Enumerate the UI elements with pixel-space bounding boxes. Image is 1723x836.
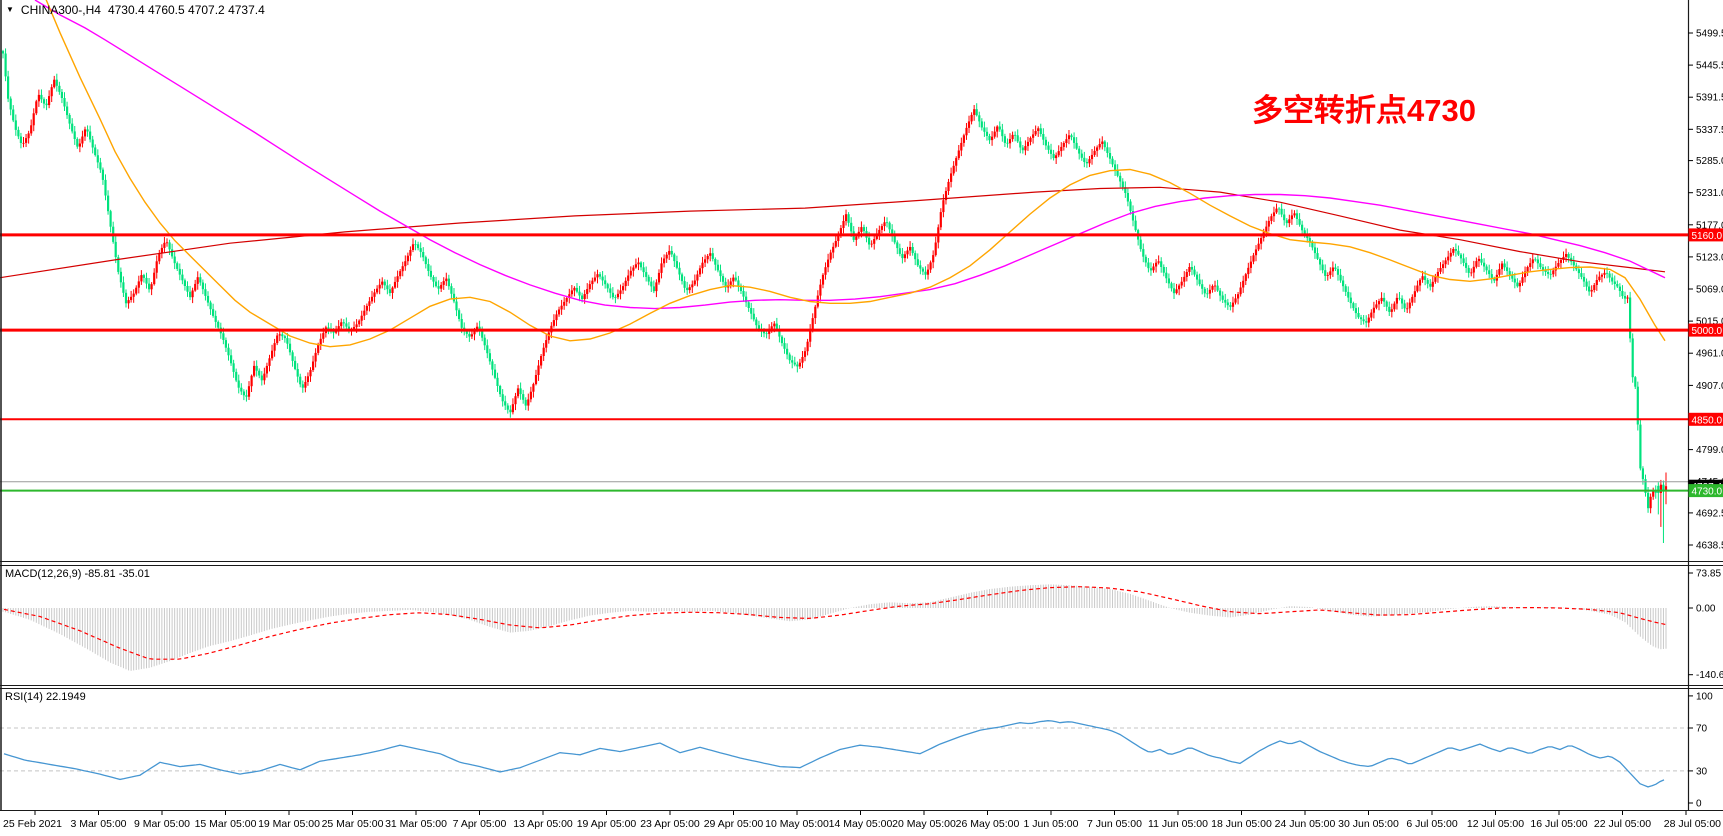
time-tick-label: 3 Mar 05:00 xyxy=(70,818,126,830)
price-tick-label: 5177.0 xyxy=(1696,220,1723,231)
rsi-line xyxy=(3,720,1665,788)
macd-axis-label: 73.85 xyxy=(1696,569,1721,580)
price-tick-label: 5285.0 xyxy=(1696,156,1723,167)
time-tick-label: 15 Mar 05:00 xyxy=(195,818,257,830)
price-tick-label: 4907.0 xyxy=(1696,381,1723,392)
price-tick-label: 5499.5 xyxy=(1696,29,1723,40)
ma-magenta-line xyxy=(34,0,1666,310)
symbol-dropdown-icon[interactable]: ▼ xyxy=(6,5,14,14)
time-tick-label: 22 Jul 05:00 xyxy=(1594,818,1651,830)
rsi-axis-label: 0 xyxy=(1696,799,1702,810)
rsi-panel[interactable] xyxy=(0,720,1688,788)
time-tick-label: 30 Jun 05:00 xyxy=(1338,818,1399,830)
rsi-axis-label: 30 xyxy=(1696,766,1708,777)
time-tick-label: 19 Apr 05:00 xyxy=(577,818,637,830)
ma-orange-line xyxy=(45,0,1666,348)
time-tick-label: 20 May 05:00 xyxy=(892,818,956,830)
time-tick-label: 1 Jun 05:00 xyxy=(1024,818,1079,830)
time-tick-label: 12 Jul 05:00 xyxy=(1467,818,1524,830)
time-tick-label: 7 Apr 05:00 xyxy=(453,818,507,830)
time-axis[interactable]: 25 Feb 2021 3 Mar 05:00 9 Mar 05:00 15 Mar … xyxy=(3,811,1721,830)
symbol-bar: ▼ CHINA300-,H4 4730.4 4760.5 4707.2 4737… xyxy=(6,3,265,17)
price-axis[interactable]: 5499.5 5445.5 5391.5 5337.5 5285.0 5231.0 5177… xyxy=(1688,29,1723,552)
time-tick-label: 7 Jun 05:00 xyxy=(1087,818,1142,830)
price-level-label: 5160.0 xyxy=(1692,231,1723,242)
time-tick-label: 19 Mar 05:00 xyxy=(258,818,320,830)
time-tick-label: 14 May 05:00 xyxy=(829,818,893,830)
price-tick-label: 5123.0 xyxy=(1696,252,1723,263)
moving-averages xyxy=(0,0,1666,348)
time-tick-label: 25 Mar 05:00 xyxy=(322,818,384,830)
price-tick-label: 4692.5 xyxy=(1696,508,1723,519)
time-tick-label: 29 Apr 05:00 xyxy=(704,818,764,830)
macd-panel[interactable] xyxy=(2,584,1667,671)
price-tick-label: 5069.0 xyxy=(1696,285,1723,296)
time-tick-label: 25 Feb 2021 xyxy=(3,818,62,830)
time-tick-label: 16 Jul 05:00 xyxy=(1530,818,1587,830)
price-tick-label: 4799.0 xyxy=(1696,445,1723,456)
time-tick-label: 13 Apr 05:00 xyxy=(513,818,573,830)
rsi-label: RSI(14) 22.1949 xyxy=(5,691,86,703)
price-tick-label: 4961.0 xyxy=(1696,349,1723,360)
rsi-axis-label: 100 xyxy=(1696,691,1713,702)
price-tick-label: 5391.5 xyxy=(1696,93,1723,104)
annotation-text[interactable]: 多空转折点4730 xyxy=(1252,93,1476,128)
time-tick-label: 24 Jun 05:00 xyxy=(1275,818,1336,830)
time-tick-label: 18 Jun 05:00 xyxy=(1211,818,1272,830)
time-tick-label: 11 Jun 05:00 xyxy=(1148,818,1208,830)
time-tick-label: 10 May 05:00 xyxy=(765,818,829,830)
time-tick-label: 6 Jul 05:00 xyxy=(1406,818,1458,830)
price-level-label: 5000.0 xyxy=(1692,326,1723,337)
macd-label: MACD(12,26,9) -85.81 -35.01 xyxy=(5,568,150,580)
macd-axis-label: -140.67 xyxy=(1696,670,1723,681)
rsi-axis-label: 70 xyxy=(1696,724,1708,735)
symbol-ohlc: 4730.4 4760.5 4707.2 4737.4 xyxy=(107,3,265,17)
price-level-label: 4850.0 xyxy=(1692,415,1723,426)
time-tick-label: 28 Jul 05:00 xyxy=(1664,818,1721,830)
price-tick-label: 5015.0 xyxy=(1696,317,1723,328)
price-tick-label: 5231.0 xyxy=(1696,188,1723,199)
ma-red-line xyxy=(0,186,1666,279)
time-tick-label: 31 Mar 05:00 xyxy=(385,818,447,830)
price-tick-label: 5445.5 xyxy=(1696,61,1723,72)
indicator-axes[interactable]: 73.85 0.00 -140.67 100 70 30 0 xyxy=(1688,569,1723,810)
candles xyxy=(1,48,1668,543)
price-level-label: 4730.0 xyxy=(1692,487,1723,498)
time-tick-label: 26 May 05:00 xyxy=(956,818,1020,830)
symbol-name: CHINA300-,H4 xyxy=(20,3,101,17)
horizontal-lines[interactable] xyxy=(0,233,1688,492)
time-tick-label: 23 Apr 05:00 xyxy=(640,818,700,830)
price-tick-label: 5337.5 xyxy=(1696,125,1723,136)
price-tick-label: 4638.5 xyxy=(1696,541,1723,552)
macd-axis-label: 0.00 xyxy=(1696,604,1716,615)
time-tick-label: 9 Mar 05:00 xyxy=(134,818,190,830)
macd-signal-line xyxy=(3,586,1667,660)
